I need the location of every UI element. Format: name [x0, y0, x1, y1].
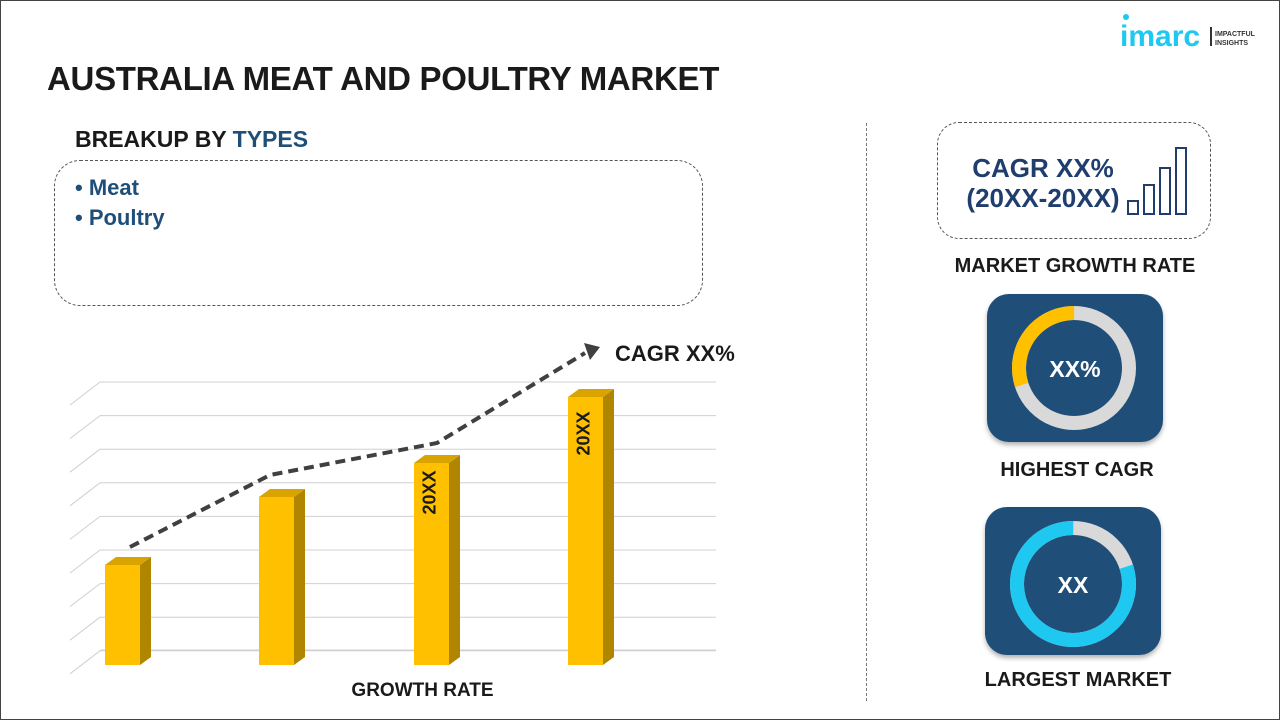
divider [866, 123, 867, 701]
breakup-highlight: TYPES [232, 126, 309, 152]
type-item-meat: • Meat [75, 175, 139, 200]
bar-top-1 [105, 557, 151, 565]
largest-donut [1010, 521, 1136, 647]
grid-line [69, 482, 101, 507]
imarc-logo: imarc IMPACTFUL INSIGHTS [1120, 10, 1280, 53]
cagr-line2: (20XX-20XX) [966, 183, 1120, 213]
cagr-line1: CAGR XX% [972, 153, 1114, 183]
market-growth-caption: MARKET GROWTH RATE [954, 255, 1196, 277]
largest-market-tile: XX [985, 507, 1161, 655]
cagr-box: CAGR XX% (20XX-20XX) [937, 122, 1211, 239]
grid-line [69, 381, 101, 406]
bar-side-2 [294, 489, 305, 665]
bar-side-4 [603, 389, 614, 665]
bar-3 [414, 463, 449, 665]
bar-2 [259, 497, 294, 665]
largest-value: XX [1057, 572, 1089, 598]
svg-text:IMPACTFUL: IMPACTFUL [1215, 31, 1256, 38]
svg-text:INSIGHTS: INSIGHTS [1215, 40, 1248, 47]
highest-value: XX% [1049, 356, 1101, 382]
trend-arrow-line [129, 351, 587, 549]
bar-label-3: 20XX [419, 470, 440, 515]
highest-caption: HIGHEST CAGR [1000, 459, 1154, 481]
bar-side-3 [449, 455, 460, 665]
page-title: AUSTRALIA MEAT AND POULTRY MARKET [47, 60, 720, 97]
bar-chart-icon [1127, 147, 1187, 215]
breakup-prefix: BREAKUP BY [75, 126, 233, 152]
types-list: • Meat • Poultry [54, 160, 703, 306]
highest-donut [1012, 306, 1136, 430]
breakup-heading: BREAKUP BY TYPES [75, 126, 308, 153]
type-item-poultry: • Poultry [75, 205, 165, 230]
bar-1 [105, 565, 140, 665]
bar-top-3 [414, 455, 460, 463]
chart-cagr-label: CAGR XX% [615, 341, 735, 366]
grid-line [69, 448, 101, 473]
bar-top-2 [259, 489, 305, 497]
largest-caption: LARGEST MARKET [984, 669, 1172, 691]
bar-label-4: 20XX [573, 411, 594, 456]
grid-line [69, 516, 101, 540]
grid-line [69, 415, 101, 439]
growth-chart [69, 343, 716, 675]
svg-text:imarc: imarc [1120, 20, 1200, 50]
grid-line [69, 616, 101, 641]
bar-side-1 [140, 557, 151, 665]
bar-top-4 [568, 389, 614, 397]
highest-cagr-tile: XX% [987, 294, 1163, 442]
grid-line [69, 650, 101, 675]
grid-line [69, 583, 101, 607]
chart-x-label: GROWTH RATE [351, 680, 494, 701]
trend-arrow-head [584, 343, 600, 360]
bar-4 [568, 397, 603, 665]
grid-line [69, 549, 101, 574]
